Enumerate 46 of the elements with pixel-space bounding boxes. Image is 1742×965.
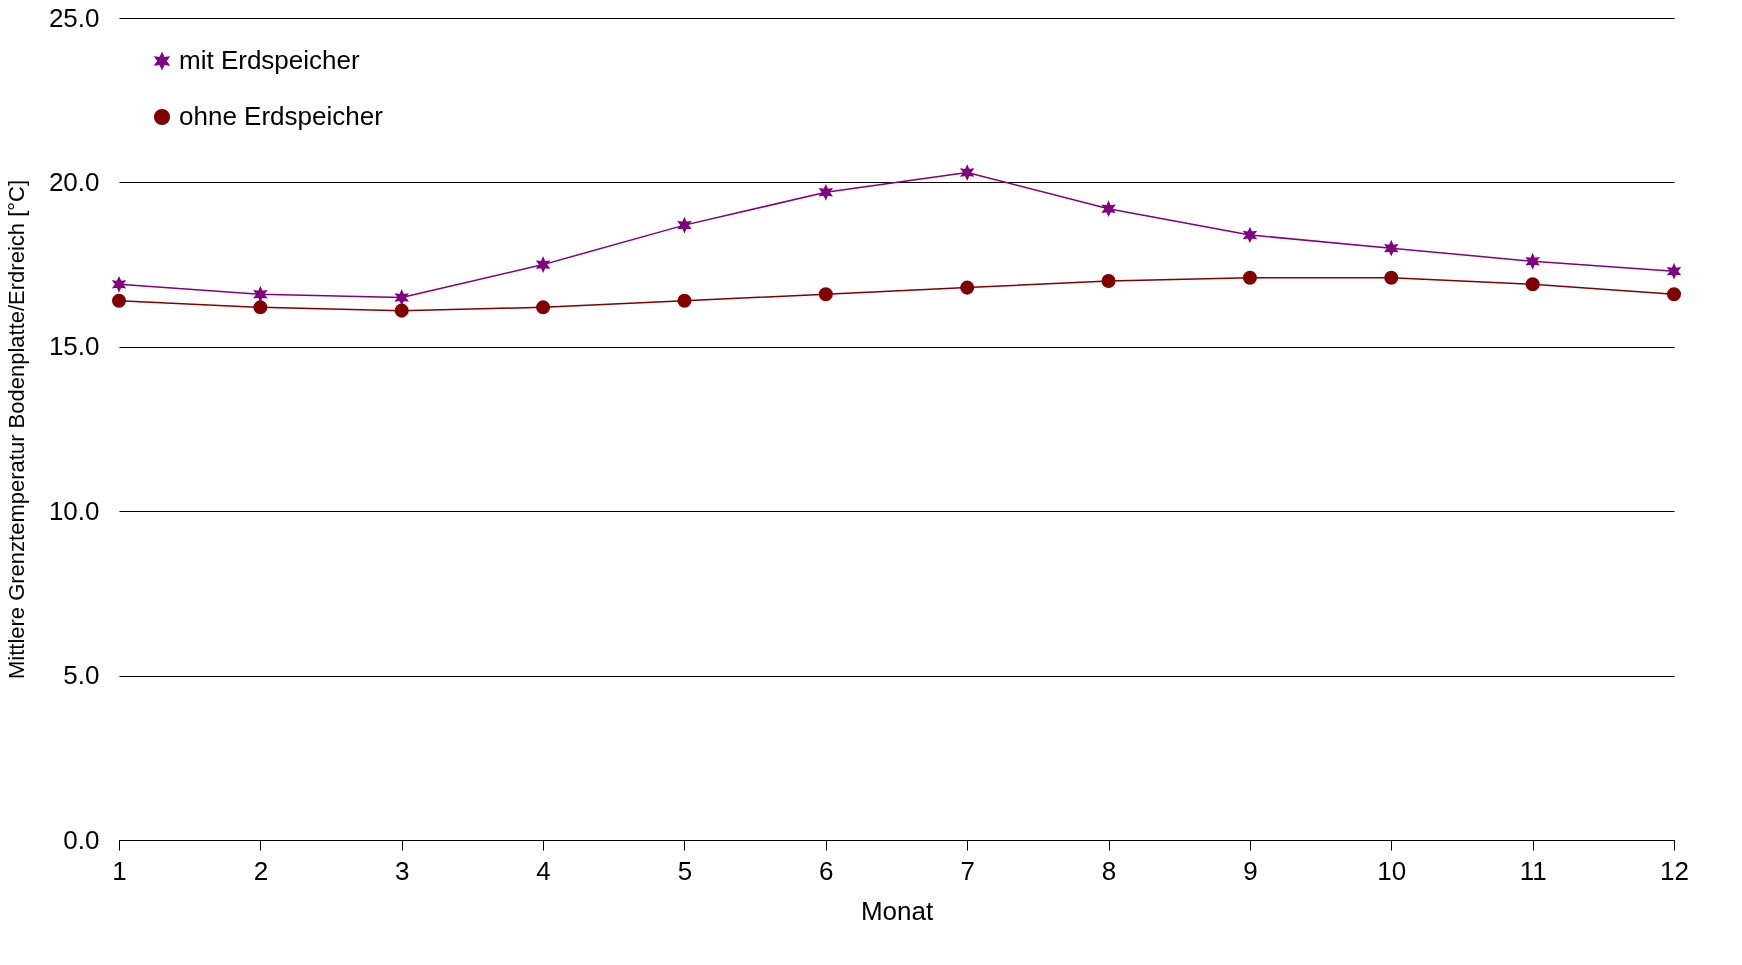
- point: [253, 300, 268, 315]
- x-tick-label: 4: [536, 855, 551, 886]
- point: [111, 293, 127, 308]
- x-tick-label: 1: [112, 855, 127, 886]
- point: [1102, 201, 1115, 216]
- point: [818, 287, 833, 302]
- point: [1385, 241, 1398, 256]
- legend-label: ohne Erdspeicher: [179, 101, 384, 131]
- point: [1242, 270, 1257, 285]
- y-tick-label: 10.0: [48, 495, 100, 526]
- point: [1101, 274, 1116, 289]
- point: [112, 277, 126, 292]
- y-tick-label: 5.0: [63, 660, 100, 691]
- y-tick-label: 15.0: [48, 331, 100, 362]
- point: [678, 218, 691, 233]
- y-tick-label: 25.0: [48, 2, 100, 33]
- point: [1667, 264, 1681, 279]
- legend-label: mit Erdspeicher: [179, 45, 360, 75]
- x-tick-label: 12: [1660, 855, 1689, 886]
- x-tick-label: 6: [819, 855, 834, 886]
- point: [254, 287, 267, 302]
- y-tick-label: 20.0: [48, 166, 100, 197]
- point: [1526, 254, 1539, 269]
- y-tick-label: 0.0: [63, 824, 100, 855]
- point: [677, 293, 692, 308]
- point: [1525, 277, 1540, 292]
- point: [395, 290, 408, 305]
- x-tick-label: 2: [253, 855, 269, 886]
- x-tick-label: 10: [1377, 855, 1407, 886]
- x-tick-label: 8: [1101, 855, 1117, 886]
- point: [960, 280, 975, 295]
- point: [1243, 227, 1257, 243]
- point: [536, 257, 550, 272]
- x-tick-label: 7: [960, 855, 975, 886]
- x-tick-label: 5: [677, 855, 693, 886]
- point: [1666, 287, 1682, 302]
- point: [1384, 270, 1399, 285]
- point: [960, 165, 974, 180]
- x-tick-label: 3: [394, 855, 410, 886]
- y-axis-title: Mittlere Grenztemperatur Bodenplatte/Erdreich [°C]: [3, 179, 29, 680]
- point: [394, 303, 409, 318]
- point: [536, 300, 551, 315]
- x-tick-label: 11: [1519, 855, 1547, 886]
- x-tick-label: 9: [1243, 855, 1258, 886]
- point: [819, 185, 833, 200]
- x-axis-title: Monat: [860, 895, 934, 926]
